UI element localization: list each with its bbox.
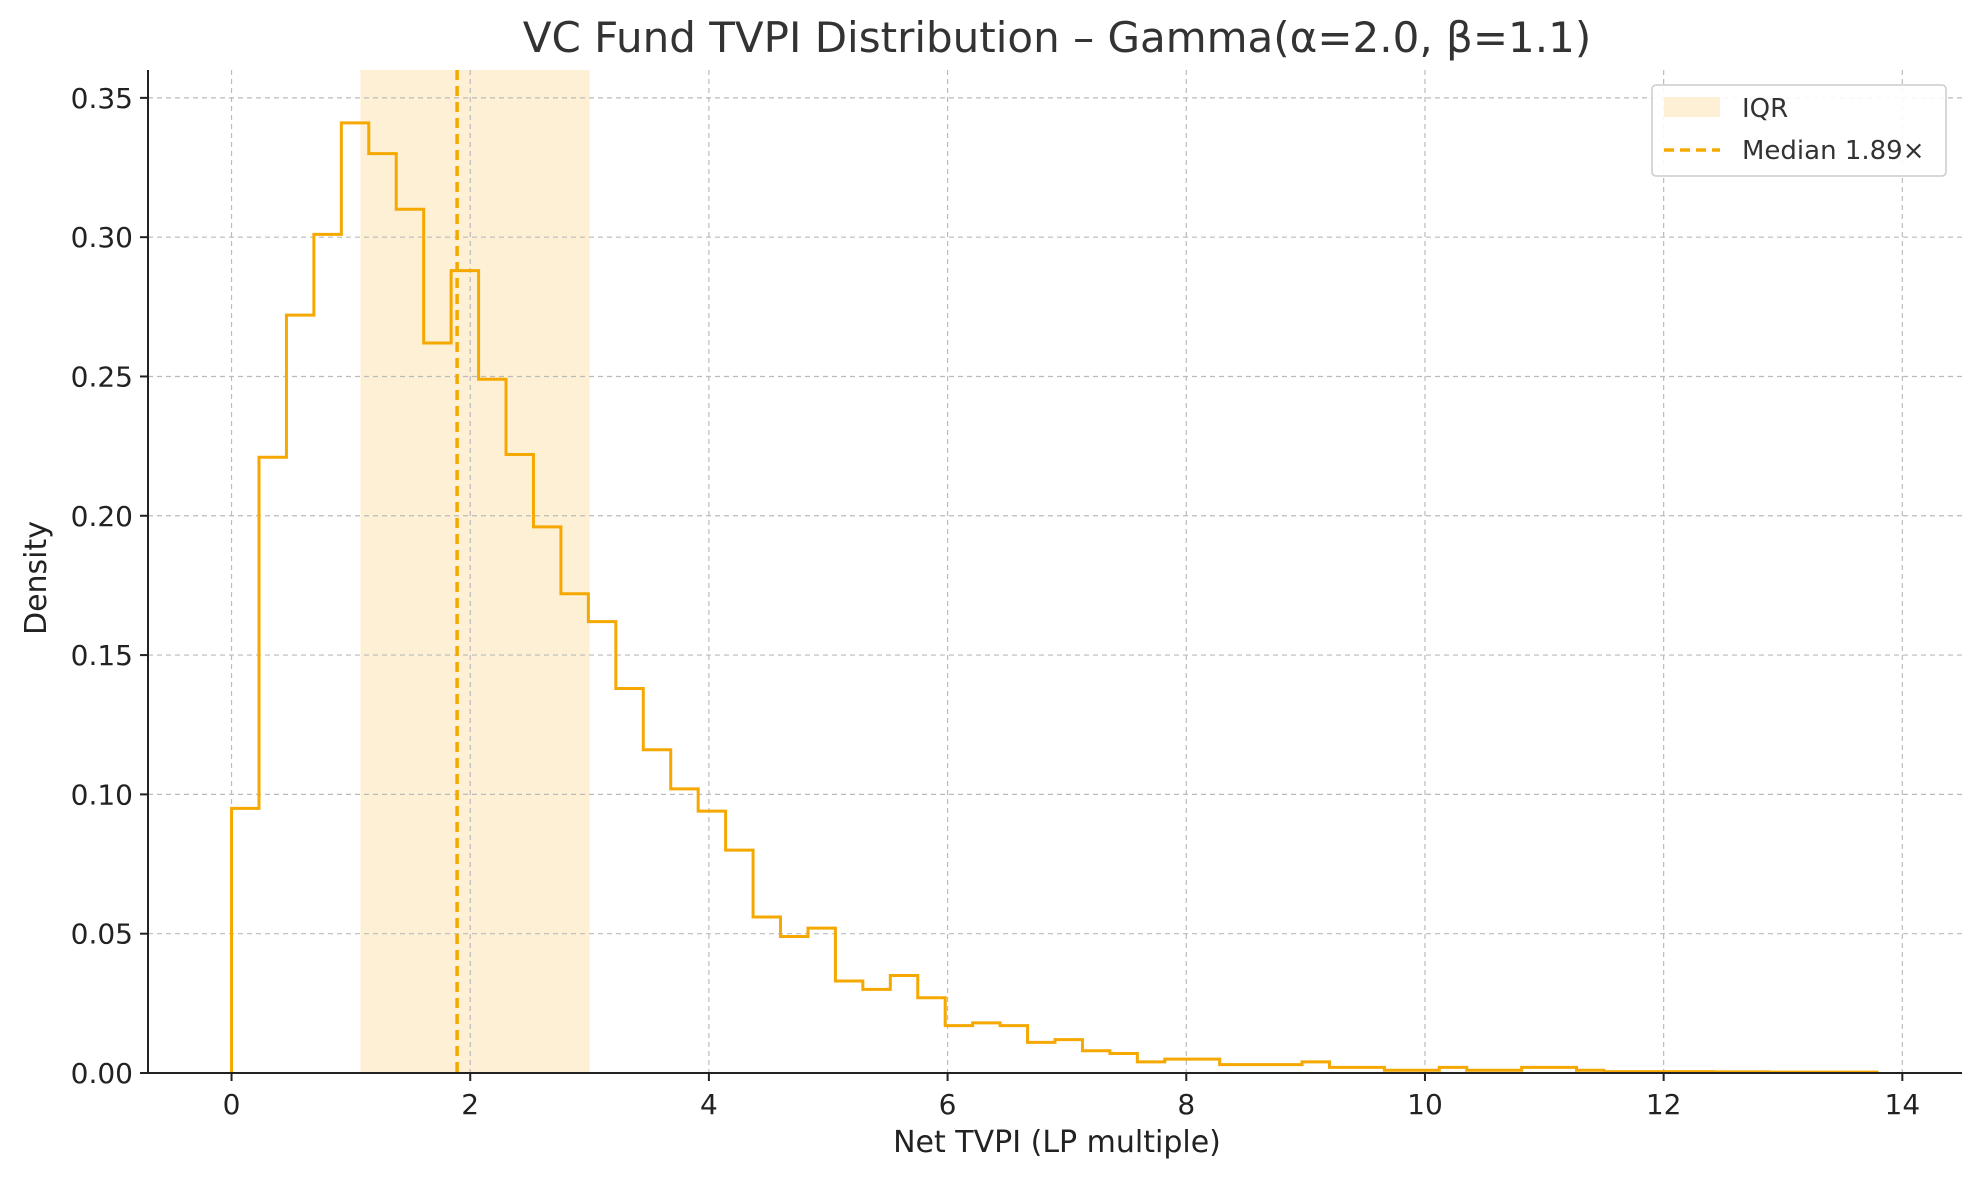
histogram-bin [616, 689, 643, 1073]
x-tick-label: 8 [1177, 1088, 1195, 1121]
chart-title: VC Fund TVPI Distribution – Gamma(α=2.0,… [523, 13, 1591, 62]
histogram-bin [1082, 1051, 1109, 1073]
histogram-bin [945, 1026, 972, 1073]
histogram-bin [863, 989, 890, 1073]
histogram-bin [1110, 1053, 1137, 1073]
histogram-bin [341, 123, 368, 1073]
histogram-bin [808, 928, 835, 1073]
legend: IQR Median 1.89× [1651, 84, 1947, 177]
y-tick-label: 0.20 [71, 500, 133, 533]
ticks-layer: 0 2 4 6 8 10 12 14 0.00 0.05 0.10 0.15 0.20 0.25 0.30 0… [71, 82, 1920, 1121]
x-tick-label: 14 [1885, 1088, 1921, 1121]
histogram-bin [835, 981, 862, 1073]
histogram-step-line [230, 121, 1879, 1074]
y-tick-label: 0.05 [71, 918, 133, 951]
histogram-bin [314, 234, 341, 1073]
x-tick-label: 12 [1646, 1088, 1682, 1121]
histogram-bin [1192, 1059, 1219, 1073]
histogram-bin [918, 998, 945, 1073]
histogram-bin [973, 1023, 1000, 1073]
x-tick-label: 6 [939, 1088, 957, 1121]
histogram-bin [671, 789, 698, 1073]
legend-iqr-label: IQR [1742, 94, 1788, 124]
series-layer [230, 121, 1879, 1074]
histogram-bin [369, 154, 396, 1073]
y-tick-label: 0.15 [71, 639, 133, 672]
y-tick-label: 0.30 [71, 221, 133, 254]
histogram-bin [781, 936, 808, 1073]
histogram-bin [286, 315, 313, 1073]
y-axis-title: Density [19, 521, 54, 635]
histogram-bin [643, 750, 670, 1073]
histogram-bin [506, 454, 533, 1073]
y-tick-label: 0.35 [71, 82, 133, 115]
histogram-bin [1055, 1040, 1082, 1073]
histogram-bin [424, 343, 451, 1073]
x-tick-label: 4 [700, 1088, 718, 1121]
histogram-bin [890, 975, 917, 1073]
legend-iqr-swatch [1664, 97, 1720, 117]
histogram-bin [259, 457, 286, 1073]
histogram-bin [1165, 1059, 1192, 1073]
x-tick-label: 10 [1407, 1088, 1443, 1121]
histogram-bin [753, 917, 780, 1073]
histogram-bin [451, 271, 478, 1073]
histogram-bin [1302, 1062, 1329, 1073]
legend-frame [1651, 84, 1947, 177]
y-tick-label: 0.00 [71, 1057, 133, 1090]
histogram-bin [232, 808, 259, 1073]
x-axis-title: Net TVPI (LP multiple) [893, 1125, 1221, 1160]
histogram-bin [726, 850, 753, 1073]
histogram-bin [533, 527, 560, 1073]
histogram-bin [396, 209, 423, 1073]
histogram-bin [561, 594, 588, 1073]
x-tick-label: 2 [461, 1088, 479, 1121]
y-tick-label: 0.25 [71, 360, 133, 393]
histogram-bin [479, 379, 506, 1073]
x-tick-label: 0 [223, 1088, 241, 1121]
y-tick-label: 0.10 [71, 778, 133, 811]
histogram-bin [1000, 1026, 1027, 1073]
histogram-bin [1137, 1062, 1164, 1073]
histogram-bin [1028, 1042, 1055, 1073]
histogram-bin [698, 811, 725, 1073]
histogram-bin [588, 622, 615, 1073]
legend-median-label: Median 1.89× [1742, 136, 1925, 166]
